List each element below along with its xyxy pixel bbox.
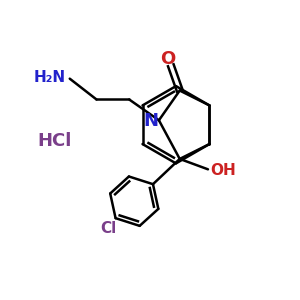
Text: HCl: HCl [38,132,72,150]
Text: O: O [160,50,176,68]
Text: Cl: Cl [100,221,116,236]
Text: OH: OH [210,163,236,178]
Text: H₂N: H₂N [33,70,65,85]
Text: N: N [143,112,158,130]
